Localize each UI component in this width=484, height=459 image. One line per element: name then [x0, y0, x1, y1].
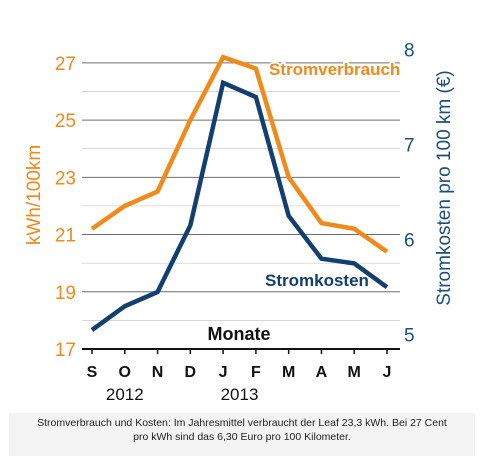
chart-panel: [9, 6, 475, 413]
x-tick-label: F: [251, 364, 261, 381]
x-tick-label: N: [152, 364, 164, 381]
series-line-stromkosten: [90, 79, 389, 332]
x-tick-label: S: [87, 364, 98, 381]
series-line-stromverbrauch: [90, 54, 389, 254]
x-axis-ticks: S O N D J F M A M J 2012 2013: [87, 349, 392, 404]
y-left-tick-label: 19: [55, 283, 76, 304]
year-label: 2012: [106, 385, 144, 404]
series-label-stromverbrauch: Stromverbrauch: [269, 60, 400, 79]
x-tick-label: D: [185, 364, 197, 381]
x-tick-label: J: [219, 364, 228, 381]
y-right-tick-label: 7: [404, 136, 415, 157]
y-axis-left-label: kWh/100km: [24, 145, 45, 245]
caption: Stromverbrauch und Kosten: Im Jahresmitt…: [9, 416, 475, 444]
right-axis-ticks: 5 6 7 8: [404, 41, 415, 347]
y-left-tick-label: 23: [55, 168, 76, 189]
y-right-tick-label: 6: [404, 231, 415, 252]
year-label: 2013: [221, 385, 259, 404]
x-tick-label: M: [282, 364, 295, 381]
y-left-tick-label: 27: [55, 54, 76, 75]
series-label-stromkosten: Stromkosten: [265, 271, 369, 290]
labels: Stromverbrauch Stromkosten: [264, 59, 402, 292]
caption-line-1: Stromverbrauch und Kosten: Im Jahresmitt…: [37, 417, 447, 429]
chart: 17 19 21 23 25 27 5 6 7 8 S O N D J F M A M J 2012 2013 Str…: [24, 41, 455, 404]
y-left-tick-label: 17: [55, 340, 76, 361]
x-axis-label: Monate: [208, 324, 271, 344]
series-lines: [90, 54, 389, 332]
y-right-tick-label: 5: [404, 326, 415, 347]
x-tick-label: O: [119, 364, 131, 381]
y-left-tick-label: 21: [55, 226, 76, 247]
y-left-tick-label: 25: [55, 111, 76, 132]
y-axis-right-label: Stromkosten pro 100 km (€): [434, 70, 455, 305]
caption-line-2: pro kWh sind das 6,30 Euro pro 100 Kilom…: [133, 431, 351, 443]
y-right-tick-label: 8: [404, 41, 415, 62]
x-tick-label: J: [383, 364, 392, 381]
x-tick-label: A: [316, 364, 328, 381]
left-axis-ticks: 17 19 21 23 25 27: [55, 54, 76, 361]
x-tick-label: M: [348, 364, 361, 381]
